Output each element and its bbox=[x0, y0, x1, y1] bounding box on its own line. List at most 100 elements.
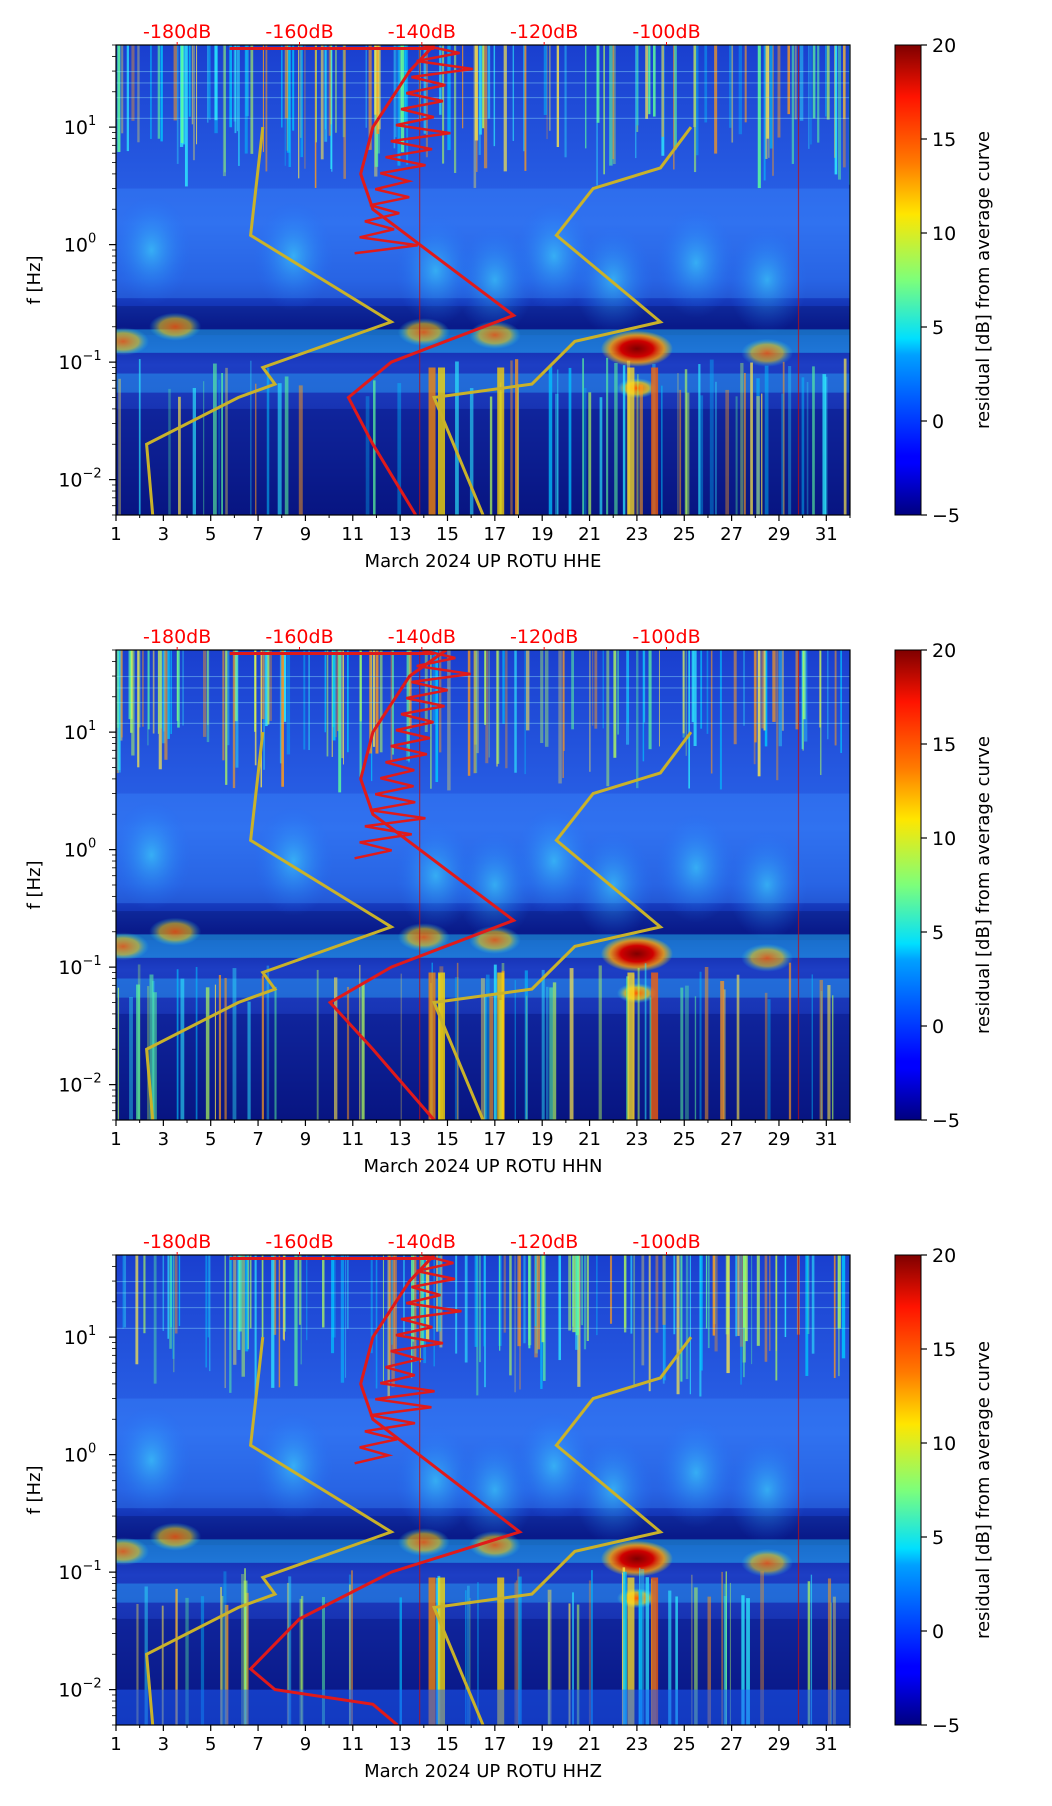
x-tick-label: 27 bbox=[720, 524, 743, 545]
lf-streak bbox=[514, 1582, 517, 1725]
x-tick bbox=[636, 1120, 638, 1126]
x-tick bbox=[210, 1725, 212, 1731]
hf-streak bbox=[408, 650, 412, 729]
y-minor-tick bbox=[112, 1724, 116, 1726]
hf-streak bbox=[461, 45, 464, 129]
hf-streak bbox=[488, 650, 490, 758]
y-tick-base: 10 bbox=[58, 1562, 82, 1584]
colorbar-tick-label: 10 bbox=[932, 1433, 956, 1455]
lf-streak bbox=[455, 361, 459, 515]
hf-streak bbox=[648, 1255, 651, 1392]
y-minor-tick bbox=[112, 860, 116, 862]
lf-streak bbox=[810, 1574, 813, 1725]
lf-streak bbox=[591, 1570, 593, 1725]
x-tick-label: 11 bbox=[341, 524, 364, 545]
lf-streak bbox=[598, 965, 602, 1120]
hf-streak bbox=[483, 45, 488, 169]
hf-streak bbox=[695, 45, 699, 156]
hf-streak bbox=[729, 45, 732, 128]
y-axis-label: f [Hz] bbox=[24, 255, 45, 304]
y-minor-tick bbox=[112, 1110, 116, 1112]
noise-model-curve bbox=[145, 126, 395, 515]
hf-streak bbox=[375, 1255, 378, 1389]
top-axis-db-label: -100dB bbox=[632, 626, 700, 648]
hf-streak bbox=[743, 1255, 745, 1378]
hf-streak bbox=[292, 45, 295, 131]
hf-streak bbox=[487, 45, 491, 119]
hf-streak bbox=[229, 1255, 233, 1330]
x-tick bbox=[778, 1725, 780, 1731]
x-minor-tick bbox=[518, 1725, 520, 1728]
y-minor-tick bbox=[112, 1489, 116, 1491]
colorbar-tick bbox=[921, 1442, 927, 1444]
lf-streak bbox=[175, 1588, 177, 1725]
hf-streak bbox=[159, 650, 162, 729]
average-psd-curve bbox=[327, 650, 517, 1120]
y-minor-tick bbox=[112, 387, 116, 389]
y-minor-tick bbox=[112, 1089, 116, 1091]
hf-streak bbox=[740, 1255, 742, 1385]
x-tick bbox=[210, 1120, 212, 1126]
hf-streak bbox=[653, 45, 656, 117]
lf-streak bbox=[685, 392, 690, 515]
hf-streak bbox=[739, 1255, 743, 1347]
hf-streak bbox=[341, 650, 344, 759]
hf-streak bbox=[261, 650, 265, 720]
hf-streak bbox=[763, 650, 766, 731]
lf-streak bbox=[721, 1571, 723, 1725]
average-psd-top-segment bbox=[229, 47, 435, 50]
lf-event bbox=[497, 367, 505, 515]
hf-streak bbox=[476, 650, 479, 754]
hf-streak bbox=[725, 1255, 730, 1335]
top-axis-tick bbox=[666, 647, 667, 650]
lf-streak bbox=[176, 969, 179, 1120]
hf-streak bbox=[812, 45, 816, 119]
hf-streak bbox=[641, 1255, 645, 1366]
hf-streak bbox=[342, 650, 345, 765]
gap-marker bbox=[419, 45, 421, 515]
colorbar-tick bbox=[921, 138, 927, 140]
lf-streak bbox=[767, 999, 771, 1120]
x-minor-tick bbox=[470, 1120, 472, 1123]
x-minor-tick bbox=[754, 1120, 756, 1123]
lf-streak bbox=[637, 374, 639, 515]
y-minor-tick bbox=[112, 910, 116, 912]
hf-streak bbox=[437, 1255, 442, 1332]
hf-streak bbox=[153, 1255, 157, 1384]
y-tick-label: 100 bbox=[64, 837, 96, 862]
hf-streak bbox=[568, 1255, 572, 1331]
hf-streak bbox=[534, 1255, 537, 1327]
hf-streak bbox=[191, 45, 193, 125]
noise-model-curve bbox=[431, 126, 693, 515]
hf-streak bbox=[623, 1255, 627, 1333]
lf-streak bbox=[136, 1603, 139, 1725]
top-axis-db-label: -120dB bbox=[510, 21, 578, 43]
y-minor-tick bbox=[112, 208, 116, 210]
hf-streak bbox=[222, 45, 226, 177]
colorbar-tick bbox=[921, 44, 927, 46]
y-minor-tick bbox=[112, 884, 116, 886]
hf-streak bbox=[505, 650, 508, 769]
lf-event bbox=[497, 1577, 505, 1725]
lf-streak bbox=[284, 376, 289, 515]
lf-streak bbox=[129, 997, 133, 1120]
y-minor-tick bbox=[112, 1362, 116, 1364]
x-tick bbox=[683, 1725, 685, 1731]
warm-patch bbox=[741, 1548, 794, 1577]
hf-streak bbox=[320, 45, 324, 160]
lf-streak bbox=[288, 1576, 292, 1725]
lf-streak bbox=[299, 1598, 303, 1725]
hf-streak bbox=[841, 1255, 846, 1359]
lf-event bbox=[627, 1577, 635, 1725]
hf-streak bbox=[435, 650, 439, 783]
x-tick-label: 21 bbox=[578, 524, 601, 545]
lf-event bbox=[627, 367, 635, 515]
hf-streak bbox=[286, 45, 291, 153]
hf-streak bbox=[282, 1255, 285, 1340]
hf-streak bbox=[322, 1255, 325, 1328]
lf-streak bbox=[588, 392, 592, 515]
hf-streak bbox=[192, 45, 195, 161]
warm-patch bbox=[741, 943, 794, 972]
